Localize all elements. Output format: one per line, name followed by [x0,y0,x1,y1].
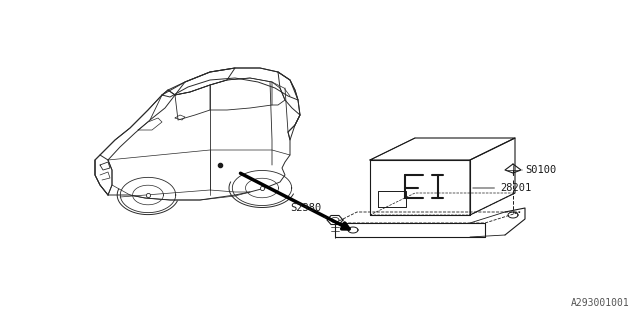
Text: 28201: 28201 [473,183,531,193]
Text: A293001001: A293001001 [572,298,630,308]
Text: S2380: S2380 [290,203,326,218]
Text: S0100: S0100 [522,165,556,175]
